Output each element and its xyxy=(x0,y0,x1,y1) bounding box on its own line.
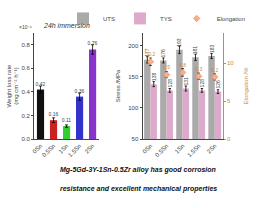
svg-text:24h immersion: 24h immersion xyxy=(43,22,90,29)
svg-text:0.4: 0.4 xyxy=(21,89,30,95)
svg-text:128: 128 xyxy=(199,79,205,88)
svg-text:0.0: 0.0 xyxy=(21,136,30,142)
svg-text:1Sn: 1Sn xyxy=(58,143,70,155)
svg-text:0.11: 0.11 xyxy=(62,117,72,123)
svg-text:150: 150 xyxy=(128,74,139,80)
svg-text:1.5Sn: 1.5Sn xyxy=(67,143,82,158)
svg-text:10: 10 xyxy=(227,60,234,66)
svg-text:0.6: 0.6 xyxy=(21,65,30,71)
svg-text:0.5Sn: 0.5Sn xyxy=(154,143,169,158)
svg-text:×10⁻¹: ×10⁻¹ xyxy=(19,24,32,30)
svg-text:Elongation: Elongation xyxy=(217,16,245,22)
svg-text:1Sn: 1Sn xyxy=(174,143,186,155)
svg-text:181: 181 xyxy=(192,46,198,55)
svg-text:8.5: 8.5 xyxy=(163,64,170,70)
svg-text:5: 5 xyxy=(227,98,231,104)
svg-text:1.5Sn: 1.5Sn xyxy=(186,143,201,158)
svg-text:TYS: TYS xyxy=(160,16,172,22)
svg-text:8.3: 8.3 xyxy=(195,66,202,72)
svg-text:200: 200 xyxy=(128,43,139,49)
svg-text:193: 193 xyxy=(176,38,182,47)
svg-text:0.42: 0.42 xyxy=(36,81,46,87)
svg-text:0.36: 0.36 xyxy=(75,88,85,94)
svg-text:138: 138 xyxy=(151,73,157,82)
svg-text:2Sn: 2Sn xyxy=(206,143,218,155)
svg-text:177: 177 xyxy=(144,48,150,57)
svg-text:176: 176 xyxy=(160,49,166,58)
svg-text:resistance and excellent mecha: resistance and excellent mechanical prop… xyxy=(60,185,217,193)
svg-text:0Sn: 0Sn xyxy=(32,143,44,155)
svg-text:0Sn: 0Sn xyxy=(142,143,154,155)
svg-text:0.16: 0.16 xyxy=(49,111,59,117)
svg-text:0: 0 xyxy=(227,136,231,142)
svg-text:50: 50 xyxy=(132,136,139,142)
svg-text:Mg-5Gd-3Y-1Sn-0.5Zr alloy has: Mg-5Gd-3Y-1Sn-0.5Zr alloy has good corro… xyxy=(60,166,216,174)
svg-text:0.2: 0.2 xyxy=(21,113,30,119)
svg-text:100: 100 xyxy=(128,105,139,111)
svg-text:2Sn: 2Sn xyxy=(84,143,96,155)
svg-text:0.5Sn: 0.5Sn xyxy=(41,143,56,158)
svg-text:10.2: 10.2 xyxy=(146,51,156,57)
svg-text:128: 128 xyxy=(167,79,173,88)
svg-text:Stress /MPa: Stress /MPa xyxy=(116,69,122,102)
svg-text:Weight loss rate(mg cm⁻² h⁻¹): Weight loss rate(mg cm⁻² h⁻¹) xyxy=(6,64,20,108)
svg-text:8.2: 8.2 xyxy=(211,67,218,73)
svg-text:183: 183 xyxy=(209,45,215,54)
svg-text:UTS: UTS xyxy=(103,16,115,22)
svg-text:0.76: 0.76 xyxy=(88,40,98,46)
svg-text:0.8: 0.8 xyxy=(21,42,30,48)
svg-text:Elongation /%: Elongation /% xyxy=(243,67,249,105)
svg-text:126: 126 xyxy=(215,80,221,89)
svg-text:131: 131 xyxy=(183,77,189,86)
svg-text:8.8: 8.8 xyxy=(179,62,186,68)
